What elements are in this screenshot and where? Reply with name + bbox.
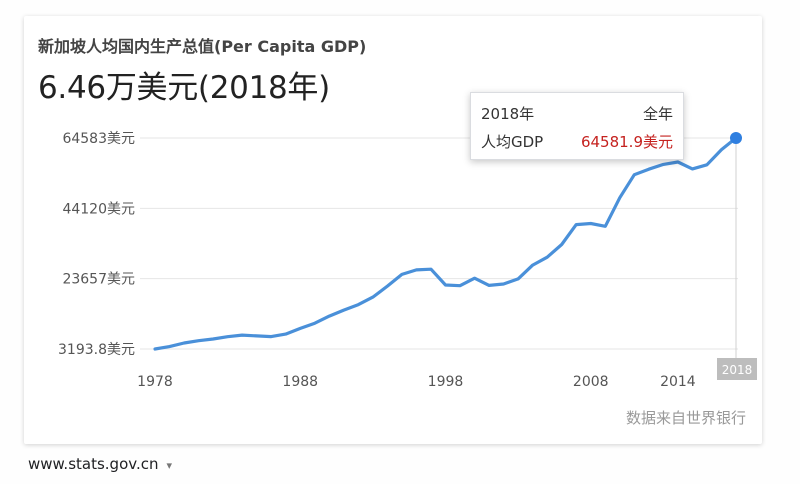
x-tick-label: 2014 <box>660 374 696 390</box>
source-url[interactable]: www.stats.gov.cn <box>28 455 159 473</box>
highlight-tick-label: 2018 <box>722 363 753 377</box>
y-tick-label: 64583美元 <box>62 131 135 147</box>
x-tick-label: 2008 <box>573 374 609 390</box>
chevron-down-icon[interactable]: ▾ <box>166 459 173 472</box>
x-tick-label: 1978 <box>137 374 173 390</box>
y-tick-label: 3193.8美元 <box>58 342 135 358</box>
source-url-caption[interactable]: www.stats.gov.cn ▾ <box>28 455 172 473</box>
data-source: 数据来自世界银行 <box>625 409 746 427</box>
y-tick-label: 23657美元 <box>62 272 135 288</box>
chart-card <box>24 16 762 444</box>
highlight-tick-box <box>717 358 757 380</box>
tooltip-year: 2018年 <box>481 105 535 123</box>
tooltip-metric: 人均GDP <box>481 133 544 151</box>
headline-value: 6.46万美元(2018年) <box>38 70 330 106</box>
chart-title: 新加坡人均国内生产总值(Per Capita GDP) <box>38 37 367 56</box>
x-tick-label: 1998 <box>428 374 464 390</box>
x-tick-label: 1988 <box>282 374 318 390</box>
series-line <box>153 136 738 351</box>
highlighted-data-point <box>730 132 742 145</box>
tooltip-period: 全年 <box>642 105 673 123</box>
tooltip-value: 64581.9美元 <box>580 133 673 151</box>
tooltip: 2018年 全年 人均GDP 64581.9美元 <box>470 92 684 160</box>
y-tick-label: 44120美元 <box>62 201 135 217</box>
